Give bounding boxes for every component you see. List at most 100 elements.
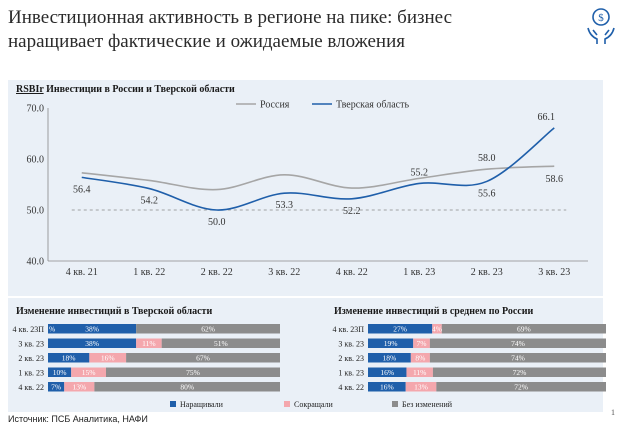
bar-nochange	[429, 338, 606, 348]
title-line-1: Инвестиционная активность в регионе на п…	[8, 7, 453, 28]
x-tick-label: 3 кв. 23	[538, 267, 570, 278]
bar-value-label: 16%	[101, 354, 115, 363]
bar-value-label: 7%	[51, 383, 61, 392]
title-line-2: наращивает фактические и ожидаемые вложе…	[8, 31, 406, 52]
data-label: 50.0	[208, 217, 226, 228]
page-number: 1	[611, 408, 615, 417]
bar-value-label: 11%	[142, 339, 155, 348]
brand-mark: RSBIr	[16, 84, 44, 95]
bar-decrease	[432, 324, 442, 334]
bar-category-label: 1 кв. 23	[338, 369, 364, 378]
bar-value-label: 69%	[517, 325, 531, 334]
data-label: 52.2	[343, 206, 361, 217]
legend-nochange-label: Без изменений	[402, 400, 453, 409]
bar-increase	[48, 382, 65, 392]
bar-value-label: 51%	[214, 339, 228, 348]
bar-decrease	[136, 338, 162, 348]
x-tick-label: 2 кв. 23	[471, 267, 503, 278]
bar-value-label: 13%	[72, 383, 86, 392]
bar-decrease	[71, 367, 106, 377]
legend-decrease-label: Сокращали	[294, 400, 334, 409]
x-tick-label: 1 кв. 22	[133, 267, 165, 278]
bar-value-label: 80%	[180, 383, 194, 392]
legend-tver-label: Тверская область	[336, 100, 409, 111]
tver-bar-title: Изменение инвестиций в Тверской области	[16, 306, 213, 317]
data-label: 53.3	[276, 200, 294, 211]
bar-value-label: 75%	[186, 368, 200, 377]
bar-value-label: 38%	[85, 339, 99, 348]
bar-category-label: 1 кв. 23	[18, 369, 44, 378]
bar-value-label: 38%	[85, 325, 99, 334]
bar-increase	[368, 353, 411, 363]
bar-nochange	[126, 353, 281, 363]
bar-nochange	[161, 338, 280, 348]
hands-money-icon: $	[587, 8, 615, 44]
y-tick-label: 40.0	[27, 257, 45, 268]
line-chart-title: RSBIr Инвестиции в России и Тверской обл…	[16, 84, 235, 95]
bar-category-label: 3 кв. 23	[18, 340, 44, 349]
bar-value-label: 10%	[53, 368, 67, 377]
bar-value-label: 11%	[413, 368, 426, 377]
data-label: 55.2	[411, 167, 429, 178]
page-title: Инвестиционная активность в регионе на п…	[8, 6, 568, 54]
line-chart-title-text: Инвестиции в России и Тверской области	[46, 84, 235, 95]
bar-value-label: 18%	[62, 354, 76, 363]
data-label: 55.6	[478, 188, 496, 199]
bar-nochange	[94, 382, 281, 392]
bar-category-label: 4 кв. 22	[18, 383, 44, 392]
bar-value-label: 7%	[417, 339, 427, 348]
bar-increase	[48, 324, 137, 334]
legend-decrease-swatch	[284, 401, 290, 407]
bar-increase	[368, 338, 414, 348]
data-label: 54.2	[141, 196, 159, 207]
tver-bar-chart: 4 кв. 23П% 38% 62% 3 кв. 23 38% 11% 51% 2 кв. 2…	[13, 324, 281, 392]
bar-nochange	[436, 382, 606, 392]
legend-increase-label: Наращивали	[180, 400, 224, 409]
bar-value-label: 16%	[380, 368, 394, 377]
bar-nochange	[432, 367, 606, 377]
bar-increase	[48, 353, 90, 363]
bar-category-label: 2 кв. 23	[338, 354, 364, 363]
bar-value-label: %	[49, 325, 55, 334]
bar-value-label: 74%	[511, 354, 525, 363]
bar-value-label: 13%	[414, 383, 428, 392]
bar-decrease	[410, 353, 430, 363]
bar-value-label: 62%	[201, 325, 215, 334]
bar-category-label: 4 кв. 22	[338, 383, 364, 392]
y-tick-label: 50.0	[27, 206, 45, 217]
y-tick-label: 60.0	[27, 155, 45, 166]
bar-value-label: 15%	[82, 368, 96, 377]
bar-value-label: 72%	[513, 368, 527, 377]
source-note: Источник: ПСБ Аналитика, НАФИ	[8, 414, 148, 424]
russia-series-line	[81, 165, 555, 191]
bar-value-label: 27%	[393, 325, 407, 334]
bar-legend: Наращивали Сокращали Без изменений	[170, 400, 453, 409]
bar-category-label: 2 кв. 23	[18, 354, 44, 363]
bar-value-label: 74%	[511, 339, 525, 348]
russia-bar-chart: 4 кв. 23П 27% 4% 69% 3 кв. 23 19% 7% 74% 2 кв. 2…	[333, 324, 606, 392]
bar-increase	[368, 367, 407, 377]
bar-nochange	[441, 324, 606, 334]
bar-value-label: 67%	[196, 354, 210, 363]
bar-decrease	[405, 382, 437, 392]
line-chart: 70.0 60.0 50.0 40.0 4 кв. 21 1 кв. 22 2 кв. 22…	[27, 100, 588, 278]
bar-value-label: 19%	[384, 339, 398, 348]
bar-value-label: 18%	[383, 354, 397, 363]
bar-category-label: 4 кв. 23П	[333, 325, 365, 334]
x-tick-label: 3 кв. 22	[268, 267, 300, 278]
bar-decrease	[89, 353, 127, 363]
bar-decrease	[406, 367, 433, 377]
bar-decrease	[64, 382, 95, 392]
svg-text:$: $	[598, 12, 604, 24]
bar-increase	[48, 367, 72, 377]
bar-value-label: 8%	[415, 354, 425, 363]
bar-value-label: 4%	[432, 325, 442, 334]
legend-increase-swatch	[170, 401, 176, 407]
bar-category-label: 4 кв. 23П	[13, 325, 45, 334]
bar-nochange	[429, 353, 606, 363]
x-tick-label: 4 кв. 21	[66, 267, 98, 278]
data-label: 66.1	[538, 112, 556, 123]
bar-value-label: 72%	[514, 383, 528, 392]
russia-bar-title: Изменение инвестиций в среднем по России	[334, 306, 534, 317]
data-label: 58.0	[478, 153, 496, 164]
